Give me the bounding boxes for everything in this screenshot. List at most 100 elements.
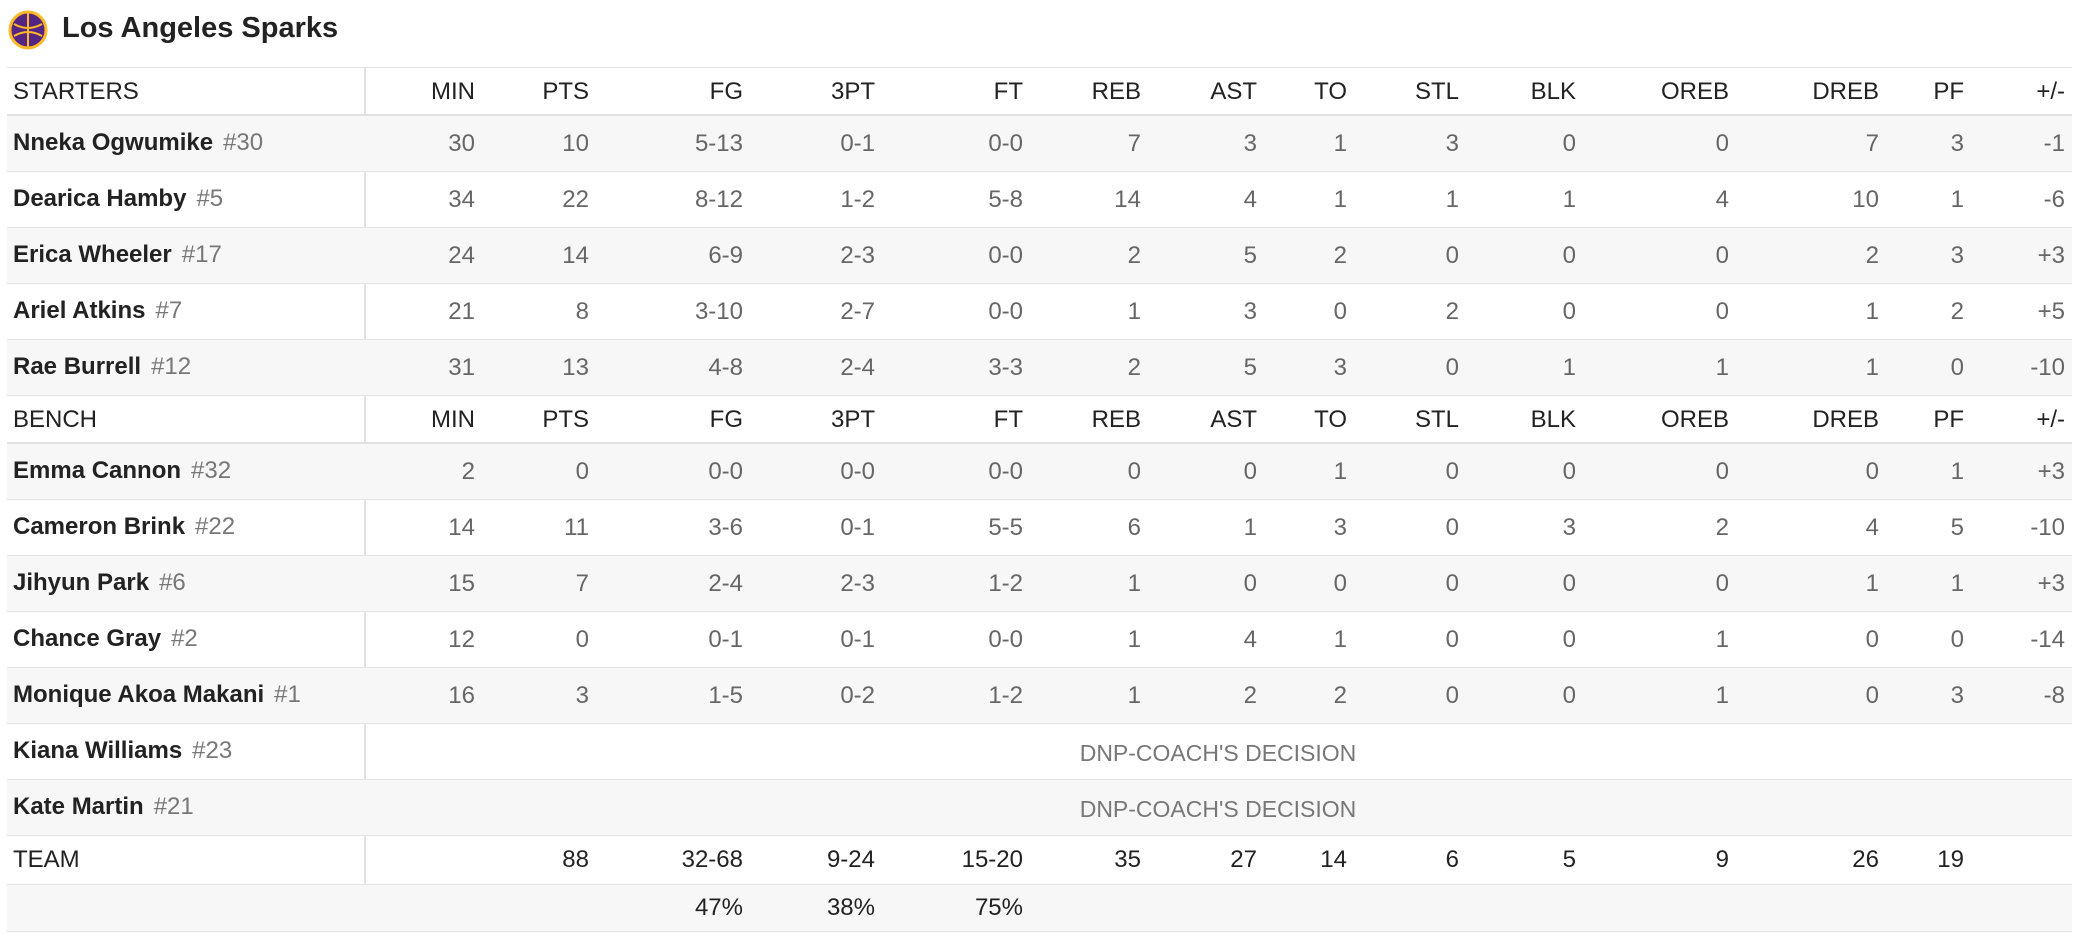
stat-cell: 3 xyxy=(1950,682,1964,709)
stat-cell: 5 xyxy=(1243,242,1257,269)
team-stat: 6 xyxy=(1445,846,1459,873)
stat-cell: 0 xyxy=(1562,130,1576,157)
team-stat: 32-68 xyxy=(681,846,743,873)
player: Jihyun Park #6 xyxy=(13,556,186,613)
player: Kate Martin #21 xyxy=(13,780,194,837)
stat-cell: 7 xyxy=(1865,130,1879,157)
stat-cell: 2-4 xyxy=(708,570,743,597)
stat-cell: 1 xyxy=(1127,298,1141,325)
stat-cell: 1 xyxy=(1715,682,1729,709)
stat-cell: 14 xyxy=(1114,186,1141,213)
stat-cell: 3 xyxy=(1445,130,1459,157)
stat-cell: 12 xyxy=(448,626,475,653)
stat-cell: 1 xyxy=(1127,682,1141,709)
section-label: STARTERS xyxy=(13,78,139,105)
stat-cell: 3-6 xyxy=(708,514,743,541)
stat-cell: 1 xyxy=(1950,458,1964,485)
column-header: PF xyxy=(1933,406,1964,433)
stat-cell: 4-8 xyxy=(708,354,743,381)
player-name: Kiana Williams xyxy=(13,737,183,764)
stat-cell: 2-7 xyxy=(840,298,875,325)
stat-cell: 0 xyxy=(1333,298,1347,325)
stat-cell: 3 xyxy=(1333,514,1347,541)
column-header: REB xyxy=(1091,406,1141,433)
stat-cell: 10 xyxy=(1852,186,1879,213)
stat-cell: 1-5 xyxy=(708,682,743,709)
stat-cell: 2 xyxy=(461,458,475,485)
table-row: TEAM 88 32-68 9-24 15-20 35 27 14 6 5 9 26 19 xyxy=(7,836,2072,884)
column-header: DREB xyxy=(1812,78,1879,105)
stat-cell: -6 xyxy=(2043,186,2065,213)
stat-cell: 0-1 xyxy=(840,130,875,157)
player-name: Erica Wheeler xyxy=(13,241,172,268)
stat-cell: 2-3 xyxy=(840,242,875,269)
stat-cell: 1 xyxy=(1865,354,1879,381)
column-header: +/- xyxy=(2036,78,2065,105)
stat-cell: 2 xyxy=(1865,242,1879,269)
stat-cell: 2 xyxy=(1333,682,1347,709)
team-logo xyxy=(8,10,48,50)
stat-cell: 0 xyxy=(1715,570,1729,597)
stat-cell: 0 xyxy=(1445,242,1459,269)
stat-cell: 1 xyxy=(1243,514,1257,541)
column-header: 3PT xyxy=(830,78,875,105)
stat-cell: 1 xyxy=(1715,354,1729,381)
table-row: Nneka Ogwumike #30 30 10 5-13 0-1 0-0 7 3 1 3 0 0 7 3-… xyxy=(7,116,2072,172)
stat-cell: 7 xyxy=(575,570,589,597)
stat-cell: 0-0 xyxy=(988,298,1023,325)
stat-cell: 1 xyxy=(1333,458,1347,485)
stat-cell: 10 xyxy=(562,130,589,157)
stat-cell: 1 xyxy=(1333,626,1347,653)
stat-cell: 2-3 xyxy=(840,570,875,597)
player: Chance Gray #2 xyxy=(13,612,198,669)
player: Erica Wheeler #17 xyxy=(13,228,222,285)
stat-cell: 0 xyxy=(1715,130,1729,157)
stat-cell: 5-13 xyxy=(694,130,743,157)
player: Kiana Williams #23 xyxy=(13,724,232,781)
stat-cell: 0 xyxy=(1445,458,1459,485)
table-row: Jihyun Park #6 15 7 2-4 2-3 1-2 1 0 0 0 0 0 1 1 +3 xyxy=(7,556,2072,612)
stat-cell: 0 xyxy=(1865,458,1879,485)
team-stat: 27 xyxy=(1230,846,1257,873)
stat-cell: -8 xyxy=(2043,682,2065,709)
player-number: #12 xyxy=(151,353,192,380)
column-header: OREB xyxy=(1660,406,1729,433)
stat-cell: 1 xyxy=(1127,626,1141,653)
stat-cell: 3 xyxy=(575,682,589,709)
player: Monique Akoa Makani #1 xyxy=(13,668,301,725)
team-label: TEAM xyxy=(13,846,80,873)
section-label: BENCH xyxy=(13,406,98,433)
stat-cell: 1-2 xyxy=(988,570,1023,597)
stat-cell: 2 xyxy=(1127,354,1141,381)
column-header: DREB xyxy=(1812,406,1879,433)
stat-cell: 15 xyxy=(448,570,475,597)
stat-cell: 3 xyxy=(1562,514,1576,541)
player-number: #7 xyxy=(155,297,183,324)
stat-cell: -1 xyxy=(2043,130,2065,157)
stat-cell: 0 xyxy=(1562,570,1576,597)
stat-cell: 0 xyxy=(1715,242,1729,269)
table-row: Kiana Williams #23 DNP-COACH'S DECISION xyxy=(7,724,2072,780)
stat-cell: -10 xyxy=(2030,514,2065,541)
table-row: Monique Akoa Makani #1 16 3 1-5 0-2 1-2 1 2 2 0 0 1 0… xyxy=(7,668,2072,724)
team-stat: 9 xyxy=(1715,846,1729,873)
stat-cell: 8-12 xyxy=(694,186,743,213)
dnp-note: DNP-COACH'S DECISION xyxy=(1079,796,1357,822)
stat-cell: 0 xyxy=(1243,458,1257,485)
stat-cell: 31 xyxy=(448,354,475,381)
table-row: Chance Gray #2 12 0 0-1 0-1 0-0 1 4 1 0 0 1 0 0 -14 xyxy=(7,612,2072,668)
stat-cell: 0-1 xyxy=(840,514,875,541)
stat-cell: 3-10 xyxy=(694,298,743,325)
stat-cell: 0 xyxy=(1445,514,1459,541)
stat-cell: 0 xyxy=(1562,626,1576,653)
stat-cell: 0 xyxy=(1562,242,1576,269)
stat-cell: 2 xyxy=(1445,298,1459,325)
player-number: #17 xyxy=(181,241,222,268)
stat-cell: +3 xyxy=(2037,570,2065,597)
stat-cell: 2-4 xyxy=(840,354,875,381)
stat-cell: 0 xyxy=(1865,626,1879,653)
table-row: STARTERS MIN PTS FG 3PT FT REB AST TO STL BLK OREB D… xyxy=(7,68,2072,116)
stat-cell: 4 xyxy=(1243,186,1257,213)
team-stat: 88 xyxy=(562,846,589,873)
stat-cell: 0 xyxy=(575,626,589,653)
